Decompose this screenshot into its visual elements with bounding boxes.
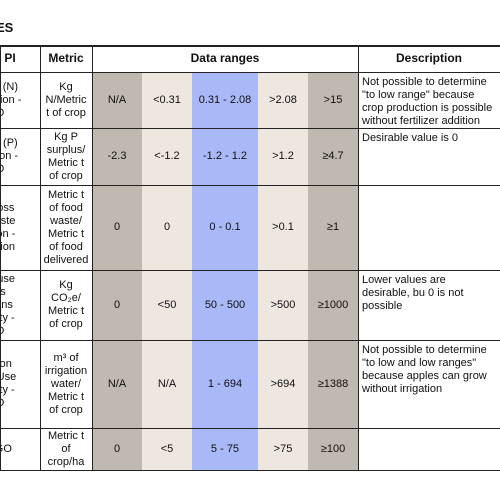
- description-cell: Not possible to determine "to low and lo…: [362, 344, 487, 395]
- range-cell: >15: [308, 72, 358, 128]
- range-cell: -2.3: [92, 128, 142, 185]
- description-cell: Lower values are desirable, bu 0 is not …: [362, 274, 464, 312]
- header-cell: PI: [4, 51, 16, 65]
- range-cell: >500: [258, 270, 308, 340]
- kpi-line: O: [0, 163, 4, 176]
- range-cell: ≥1000: [308, 270, 358, 340]
- kpi-line: zation -: [0, 150, 19, 162]
- kpi-line: izer (P): [0, 137, 18, 149]
- description-cell: Desirable value is 0: [362, 132, 458, 144]
- row-border: [0, 428, 500, 429]
- range-cell: 0: [142, 185, 192, 270]
- range-cell: <0.31: [142, 72, 192, 128]
- range-cell: 0: [92, 428, 142, 470]
- kpi-line: nsity -: [0, 311, 15, 324]
- range-cell: >2.08: [258, 72, 308, 128]
- kpi-line: rigation -: [0, 93, 22, 106]
- range-cell: ≥4.7: [308, 128, 358, 185]
- kpi-line: as: [0, 285, 6, 298]
- kpi-line: sions: [0, 298, 13, 311]
- kpi-line: ation -: [0, 227, 16, 240]
- range-cell: N/A: [92, 340, 142, 428]
- range-cell: 0: [92, 270, 142, 340]
- range-cell: ≥1388: [308, 340, 358, 428]
- range-cell: ≥1: [308, 185, 358, 270]
- range-cell: 50 - 500: [192, 270, 258, 340]
- row-border: [0, 340, 500, 341]
- range-cell: N/A: [92, 72, 142, 128]
- heading: ES: [0, 20, 14, 35]
- header-cell: Description: [395, 51, 462, 65]
- column-border: [40, 45, 41, 470]
- column-border: [0, 45, 1, 470]
- metric-cell: Metric t of food waste/ Metric t of food…: [43, 188, 89, 266]
- kpi-line: izer (N): [0, 80, 19, 93]
- kpi-line: - GO: [0, 442, 12, 455]
- row-border: [0, 470, 500, 471]
- kpi-cell: l LossWasteation -bution: [0, 185, 40, 270]
- range-cell: <5: [142, 428, 192, 470]
- row-border: [0, 128, 500, 129]
- range-cell: >75: [258, 428, 308, 470]
- kpi-cell: izer (P)zation -O: [0, 128, 40, 185]
- kpi-line: l Loss: [0, 201, 15, 214]
- metric-cell: Kg P surplus/ Metric t of crop: [46, 130, 86, 182]
- range-cell: <-1.2: [142, 128, 192, 185]
- metric-cell: Kg N/Metric t of crop: [45, 80, 87, 119]
- kpi-cell: izer (N)rigation -O: [0, 72, 40, 128]
- header-cell: Data ranges: [190, 51, 260, 65]
- kpi-line: Waste: [0, 214, 16, 227]
- range-cell: 1 - 694: [192, 340, 258, 428]
- range-cell: ≥100: [308, 428, 358, 470]
- kpi-cell: houseassionsnsity -O: [0, 270, 40, 340]
- range-cell: >0.1: [258, 185, 308, 270]
- kpi-line: O: [0, 325, 4, 338]
- kpi-line: O: [0, 397, 4, 410]
- kpi-line: ation: [0, 358, 12, 370]
- kpi-cell: ationer Usensity -O: [0, 340, 40, 428]
- range-cell: 0.31 - 2.08: [192, 72, 258, 128]
- range-cell: 5 - 75: [192, 428, 258, 470]
- range-cell: N/A: [142, 340, 192, 428]
- kpi-line: O: [0, 107, 4, 120]
- description-cell: Not possible to determine "to low range"…: [362, 76, 493, 127]
- kpi-line: house: [0, 272, 15, 285]
- kpi-line: bution: [0, 240, 15, 253]
- metric-cell: Metric t of crop/ha: [47, 429, 85, 468]
- range-cell: >1.2: [258, 128, 308, 185]
- range-cell: -1.2 - 1.2: [192, 128, 258, 185]
- kpi-line: er Use: [0, 371, 17, 383]
- row-border: [0, 270, 500, 271]
- range-cell: <50: [142, 270, 192, 340]
- row-border: [0, 45, 500, 47]
- range-cell: 0 - 0.1: [192, 185, 258, 270]
- row-border: [0, 185, 500, 186]
- kpi-cell: - GO: [0, 428, 40, 470]
- kpi-line: nsity -: [0, 384, 15, 396]
- header-cell: Metric: [48, 51, 84, 65]
- column-border: [92, 45, 93, 470]
- row-border: [0, 72, 500, 73]
- range-cell: >694: [258, 340, 308, 428]
- range-cell: 0: [92, 185, 142, 270]
- metric-cell: m³ of irrigation water/ Metric t of crop: [44, 351, 88, 416]
- metric-cell: Kg CO₂e/ Metric t of crop: [47, 279, 85, 330]
- column-border: [358, 45, 359, 470]
